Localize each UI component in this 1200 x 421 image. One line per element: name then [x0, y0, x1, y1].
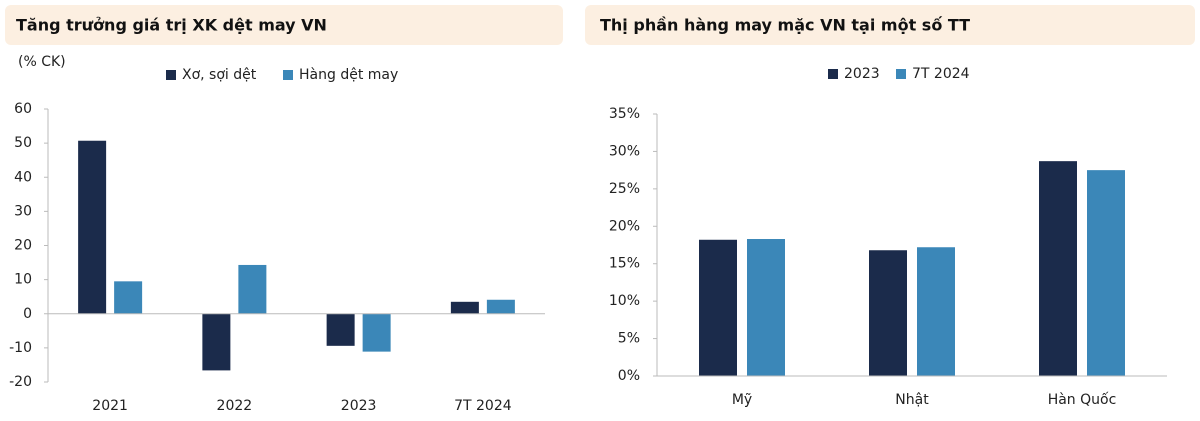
y-tick-label: 0%: [618, 368, 640, 384]
y-tick-label: 5%: [618, 331, 640, 347]
legend-label: 2023: [844, 66, 880, 82]
bar: [450, 301, 479, 314]
x-tick-label: 2021: [92, 398, 128, 414]
bar: [202, 313, 231, 371]
y-tick-label: 30%: [609, 143, 640, 159]
bar: [1087, 170, 1125, 376]
bar: [1039, 161, 1077, 376]
chart-title: Tăng trưởng giá trị XK dệt may VN: [16, 16, 327, 35]
bar: [362, 313, 391, 352]
y-tick-label: -20: [9, 374, 32, 390]
x-tick-label: Mỹ: [732, 392, 752, 408]
y-tick-label: 30: [14, 203, 32, 219]
bar: [114, 281, 143, 314]
chart-title: Thị phần hàng may mặc VN tại một số TT: [600, 16, 970, 35]
legend-label: Hàng dệt may: [299, 67, 398, 83]
y-tick-label: 20: [14, 238, 32, 254]
y-axis-label: (% CK): [18, 54, 66, 70]
y-tick-label: 10: [14, 272, 32, 288]
legend-swatch: [828, 69, 838, 79]
title-band: [585, 5, 1195, 45]
bar: [486, 299, 515, 314]
bar: [78, 140, 107, 314]
y-tick-label: 15%: [609, 256, 640, 272]
bar: [238, 264, 267, 314]
x-tick-label: Nhật: [895, 392, 929, 408]
legend-label: 7T 2024: [912, 66, 970, 82]
bar: [326, 313, 355, 346]
bar: [869, 250, 907, 376]
legend-swatch: [166, 70, 176, 80]
y-tick-label: 0: [23, 306, 32, 322]
legend-swatch: [896, 69, 906, 79]
x-tick-label: 2023: [341, 398, 377, 414]
y-tick-label: -10: [9, 340, 32, 356]
x-tick-label: 2022: [217, 398, 253, 414]
y-tick-label: 40: [14, 169, 32, 185]
bar: [747, 239, 785, 376]
y-tick-label: 25%: [609, 181, 640, 197]
bar: [917, 247, 955, 376]
x-tick-label: 7T 2024: [454, 398, 512, 414]
y-tick-label: 20%: [609, 218, 640, 234]
y-tick-label: 60: [14, 101, 32, 117]
title-band: [5, 5, 563, 45]
bar: [699, 239, 737, 376]
legend-swatch: [283, 70, 293, 80]
x-tick-label: Hàn Quốc: [1048, 391, 1117, 408]
y-tick-label: 10%: [609, 293, 640, 309]
legend-label: Xơ, sợi dệt: [182, 67, 257, 83]
y-tick-label: 50: [14, 135, 32, 151]
y-tick-label: 35%: [609, 106, 640, 122]
